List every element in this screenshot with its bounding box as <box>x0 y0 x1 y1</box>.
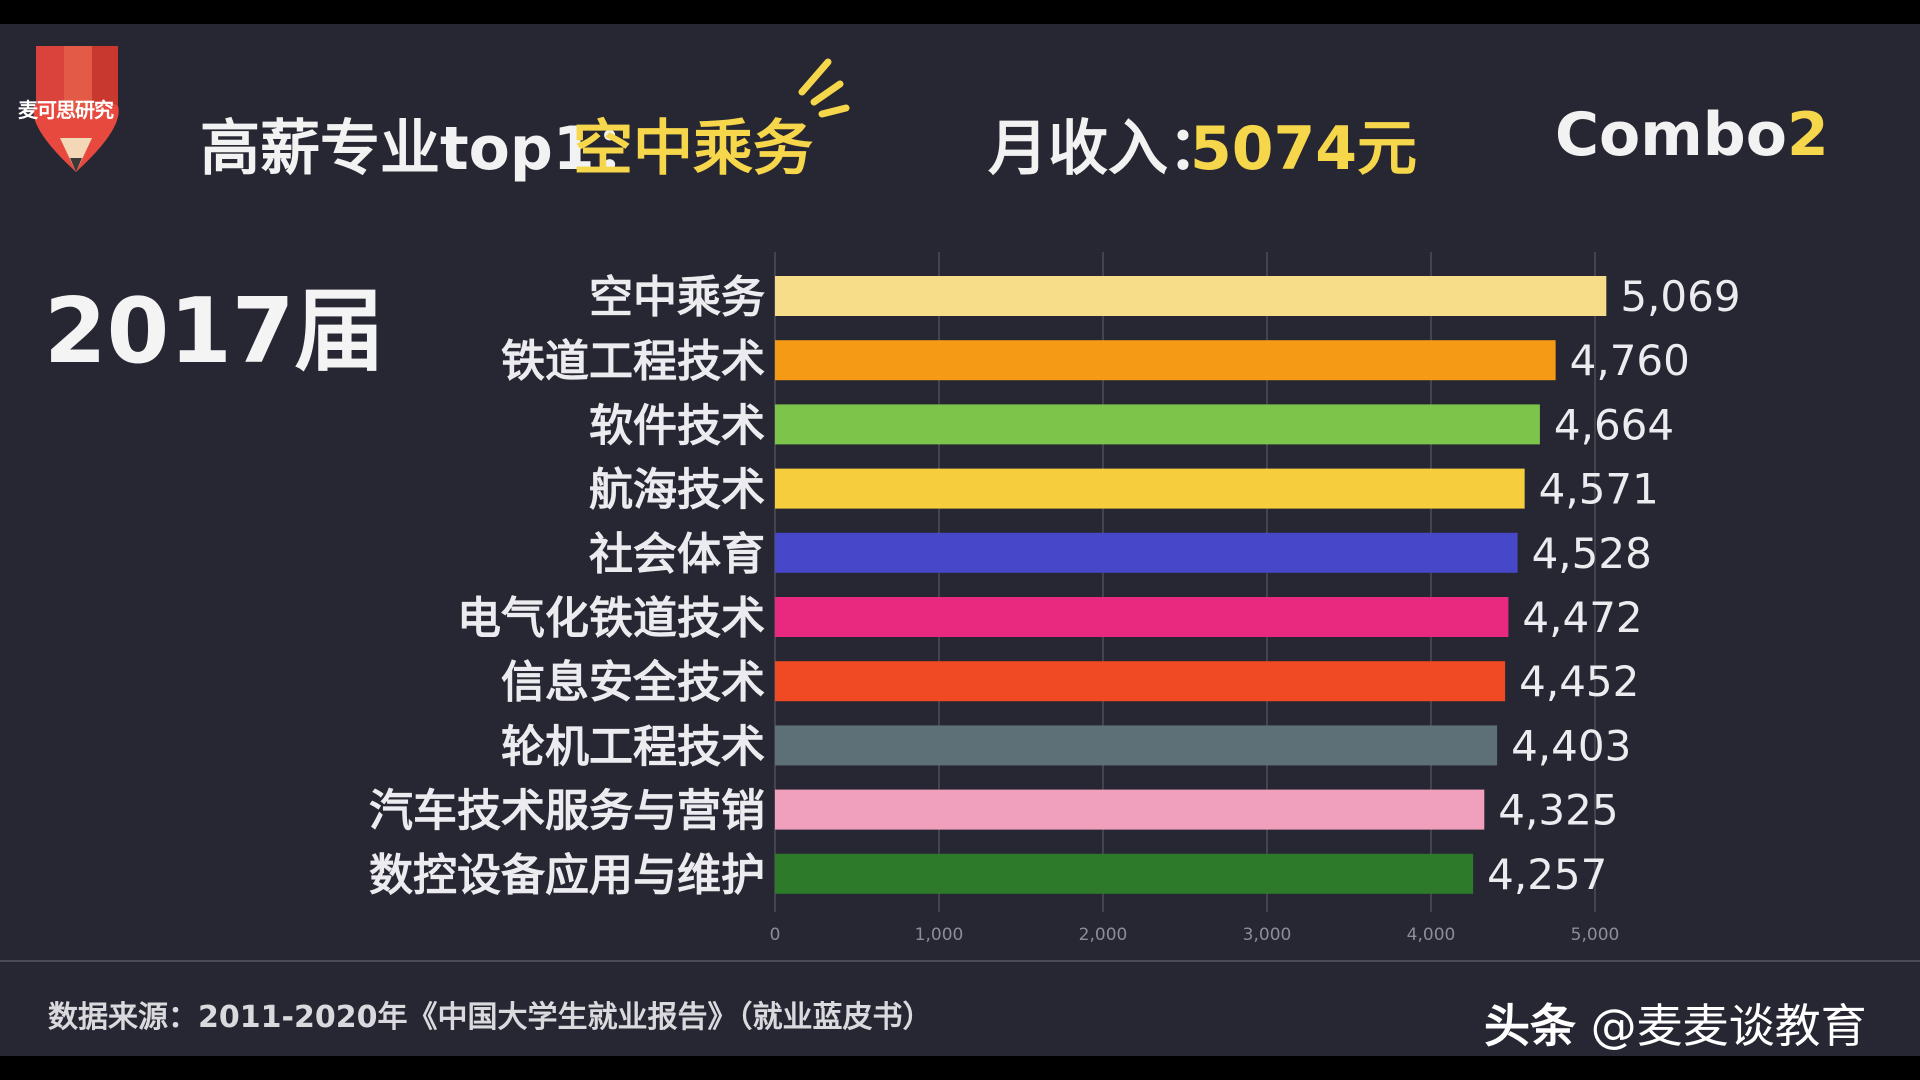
bar <box>775 789 1485 830</box>
category-label: 汽车技术服务与营销 <box>369 786 765 837</box>
bar <box>775 340 1556 381</box>
x-tick-label: 3,000 <box>1243 925 1292 945</box>
headline-label: 高薪专业top1： <box>200 114 655 184</box>
bar <box>775 276 1607 316</box>
logo-text: 麦可思研究 <box>18 98 114 122</box>
x-tick-label: 5,000 <box>1571 925 1620 945</box>
value-label: 4,760 <box>1570 336 1690 385</box>
bar <box>775 468 1525 509</box>
value-label: 4,325 <box>1498 786 1618 835</box>
value-label: 4,452 <box>1519 657 1639 706</box>
sparkle-icon <box>798 58 850 118</box>
watermark-brand: 头条 <box>1484 999 1576 1053</box>
category-label: 航海技术 <box>589 465 765 516</box>
value-label: 4,664 <box>1554 400 1674 449</box>
combo-label: Combo2 <box>1555 100 1829 170</box>
value-label: 4,472 <box>1522 593 1642 642</box>
income-label: 月收入： <box>988 114 1228 184</box>
value-label: 5,069 <box>1620 272 1740 321</box>
year-label: 2017届 <box>44 279 385 384</box>
category-label: 电气化铁道技术 <box>457 593 765 644</box>
watermark: 头条 @麦麦谈教育 <box>1484 990 1867 1056</box>
value-label: 4,257 <box>1487 850 1607 899</box>
bar <box>775 404 1540 445</box>
value-label: 4,403 <box>1511 721 1631 770</box>
data-source: 数据来源：2011-2020年《中国大学生就业报告》（就业蓝皮书） <box>48 1000 933 1035</box>
bar <box>775 661 1506 702</box>
category-label: 信息安全技术 <box>501 657 765 708</box>
category-label: 软件技术 <box>589 400 765 451</box>
value-label: 4,528 <box>1532 529 1652 578</box>
x-tick-label: 2,000 <box>1079 925 1128 945</box>
combo-text: Combo <box>1555 100 1787 170</box>
category-label: 铁道工程技术 <box>501 336 765 387</box>
category-label: 轮机工程技术 <box>501 721 765 772</box>
category-label: 数控设备应用与维护 <box>369 850 765 901</box>
logo-pencil-heart-icon <box>33 46 119 172</box>
bar <box>775 725 1498 766</box>
category-label: 空中乘务 <box>589 272 765 323</box>
x-tick-label: 1,000 <box>915 925 964 945</box>
value-label: 4,571 <box>1539 465 1659 514</box>
x-tick-label: 4,000 <box>1407 925 1456 945</box>
x-tick-label: 0 <box>770 925 781 945</box>
bar <box>775 853 1474 894</box>
income-value: 5074元 <box>1190 114 1417 184</box>
divider <box>0 960 1920 962</box>
combo-number: 2 <box>1786 100 1829 170</box>
category-label: 社会体育 <box>589 529 765 580</box>
headline-major: 空中乘务 <box>573 114 813 184</box>
bar <box>775 532 1518 573</box>
watermark-handle: @麦麦谈教育 <box>1590 999 1867 1053</box>
bar <box>775 597 1509 637</box>
